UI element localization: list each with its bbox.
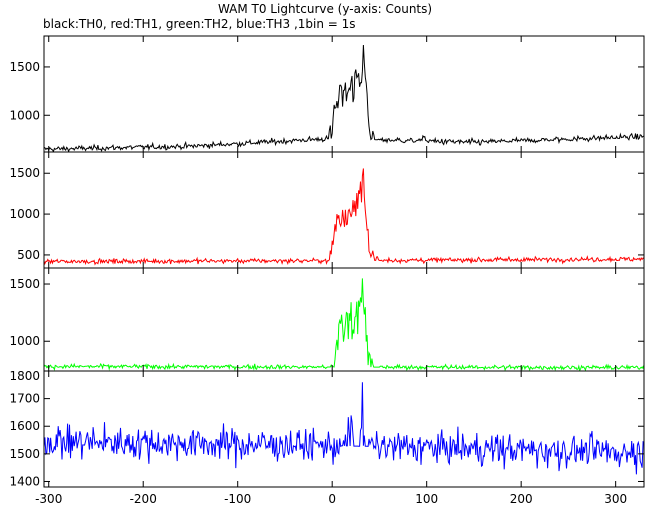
x-tick-label: -200: [130, 492, 157, 505]
x-tick-label: -100: [224, 492, 251, 505]
series-line-th1: [44, 168, 644, 266]
y-tick-label: 500: [17, 248, 40, 262]
panel-th0: 1000 1500: [9, 35, 645, 153]
y-tick-label: 1500: [9, 277, 40, 291]
x-tick-label: 300: [604, 492, 627, 505]
y-tick-label: 1400: [9, 474, 40, 488]
y-tick-label: 1500: [9, 166, 40, 180]
panel-frame: [43, 267, 645, 372]
panel-th1: 500 1000 1500: [9, 151, 645, 269]
y-tick-label: 1700: [9, 392, 40, 406]
chart-subtitle: black:TH0, red:TH1, green:TH2, blue:TH3 …: [43, 17, 356, 31]
panel-frame: [43, 151, 645, 269]
y-tick-label: 1500: [9, 60, 40, 74]
x-tick-label: 100: [415, 492, 438, 505]
panel-frame: [43, 35, 645, 153]
x-tick-label: 0: [328, 492, 336, 505]
series-line-th3: [44, 382, 644, 475]
chart-title: WAM T0 Lightcurve (y-axis: Counts): [217, 2, 433, 16]
panel-th2: 1000 1500: [9, 267, 645, 372]
y-tick-label: 1000: [9, 334, 40, 348]
panel-th3: 1400 1500 1600 1700 1800: [9, 369, 645, 488]
y-tick-label: 1000: [9, 207, 40, 221]
series-line-th0: [44, 44, 644, 152]
series-line-th2: [44, 278, 644, 371]
y-tick-label: 1000: [9, 108, 40, 122]
y-tick-label: 1600: [9, 419, 40, 433]
y-tick-label: 1800: [9, 369, 40, 383]
x-tick-label: -300: [35, 492, 62, 505]
x-tick-label: 200: [510, 492, 533, 505]
panel-frame: [43, 370, 645, 488]
y-tick-label: 1500: [9, 447, 40, 461]
